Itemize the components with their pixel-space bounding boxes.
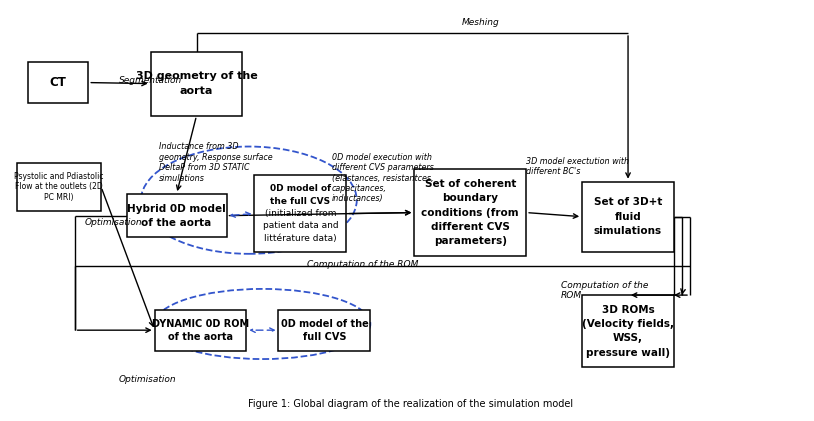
Text: Hybrid 0D model: Hybrid 0D model	[127, 203, 226, 213]
Text: WSS,: WSS,	[613, 333, 643, 344]
Text: simulations: simulations	[594, 226, 662, 236]
FancyBboxPatch shape	[414, 169, 526, 256]
Text: Set of 3D+t: Set of 3D+t	[594, 197, 663, 208]
Text: PC MRI): PC MRI)	[44, 193, 74, 202]
Text: conditions (from: conditions (from	[422, 208, 519, 218]
Text: 0D model execution with
different CVS parameters
(elastances, resistantces,
capa: 0D model execution with different CVS pa…	[332, 153, 434, 203]
FancyBboxPatch shape	[582, 181, 674, 252]
Text: Figure 1: Global diagram of the realization of the simulation model: Figure 1: Global diagram of the realizat…	[247, 399, 573, 408]
Text: 3D geometry of the: 3D geometry of the	[136, 71, 257, 81]
Text: aorta: aorta	[180, 86, 213, 96]
Text: Computation of the
ROM: Computation of the ROM	[561, 281, 648, 300]
Text: CT: CT	[50, 76, 67, 89]
Text: 0D model of the: 0D model of the	[281, 319, 368, 328]
Text: Segmentation: Segmentation	[119, 76, 182, 85]
Text: parameters): parameters)	[434, 236, 507, 246]
Text: littérature data): littérature data)	[264, 234, 337, 243]
Text: Inductance from 3D
geometry, Response surface
DeltaP from 3D STATIC
simulations: Inductance from 3D geometry, Response su…	[159, 142, 272, 183]
FancyBboxPatch shape	[255, 176, 347, 252]
FancyBboxPatch shape	[17, 163, 101, 210]
Text: full CVS: full CVS	[303, 332, 346, 342]
Text: fluid: fluid	[615, 212, 641, 222]
Text: Optimisation: Optimisation	[119, 375, 177, 384]
Text: Optimisation: Optimisation	[85, 218, 142, 227]
FancyBboxPatch shape	[127, 194, 226, 237]
Text: different CVS: different CVS	[431, 222, 510, 232]
Text: Flow at the outlets (2D: Flow at the outlets (2D	[15, 182, 103, 191]
Text: of the aorta: of the aorta	[142, 218, 212, 228]
FancyBboxPatch shape	[155, 309, 247, 351]
Text: pressure wall): pressure wall)	[586, 348, 670, 358]
Text: DYNAMIC 0D ROM: DYNAMIC 0D ROM	[152, 319, 249, 328]
Text: 3D ROMs: 3D ROMs	[602, 305, 654, 315]
FancyBboxPatch shape	[28, 62, 88, 103]
Text: (Velocity fields,: (Velocity fields,	[582, 319, 674, 329]
FancyBboxPatch shape	[278, 309, 370, 351]
FancyBboxPatch shape	[151, 52, 243, 116]
Text: of the aorta: of the aorta	[168, 332, 233, 342]
FancyBboxPatch shape	[582, 295, 674, 367]
Text: Set of coherent: Set of coherent	[425, 179, 516, 189]
Text: patient data and: patient data and	[263, 221, 339, 230]
Text: boundary: boundary	[442, 193, 498, 203]
Text: Computation of the ROM: Computation of the ROM	[307, 260, 418, 269]
Text: Meshing: Meshing	[462, 18, 500, 27]
Text: 3D model exectution with
different BC's: 3D model exectution with different BC's	[526, 157, 629, 176]
Text: 0D model of: 0D model of	[270, 184, 331, 193]
Text: the full CVS: the full CVS	[270, 197, 330, 206]
Text: (initialized from: (initialized from	[265, 209, 336, 218]
Text: Psystolic and Pdiastolic: Psystolic and Pdiastolic	[15, 172, 104, 181]
